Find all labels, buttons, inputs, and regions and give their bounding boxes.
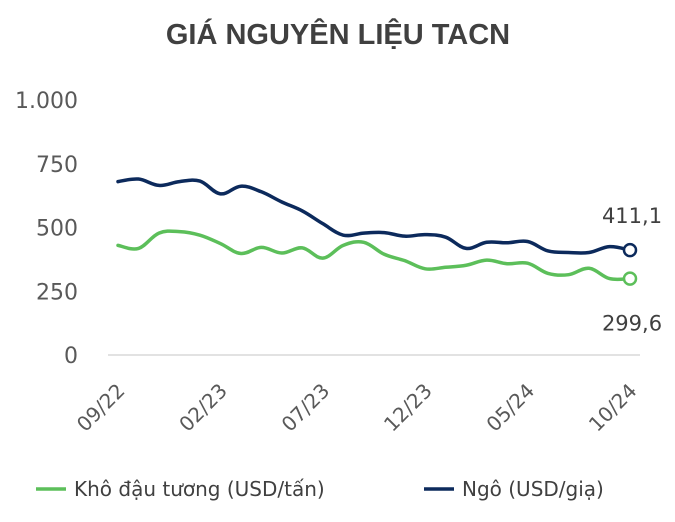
x-tick-label: 05/24 <box>481 379 539 437</box>
series-line-1 <box>116 177 632 255</box>
legend-label: Khô đậu tương (USD/tấn) <box>74 477 325 501</box>
x-tick-label: 02/23 <box>174 379 232 437</box>
chart-title: GIÁ NGUYÊN LIỆU TACN <box>166 17 510 51</box>
y-tick-label: 0 <box>64 344 78 369</box>
y-tick-label: 1.000 <box>15 89 78 114</box>
data-label: 299,6 <box>602 312 662 336</box>
data-label: 411,1 <box>602 204 662 228</box>
x-axis: 09/22 02/23 07/23 12/23 05/24 10/24 <box>72 379 642 437</box>
series-end-marker <box>622 271 638 286</box>
legend-label: Ngô (USD/giạ) <box>462 477 604 501</box>
y-axis: 0 250 500 750 1.000 <box>15 89 78 369</box>
series-line-0 <box>116 229 632 282</box>
series-group: 299,6 411,1 <box>116 177 662 336</box>
x-tick-label: 09/22 <box>72 379 130 437</box>
y-tick-label: 500 <box>36 217 78 242</box>
x-tick-label: 12/23 <box>379 379 437 437</box>
series-end-marker <box>622 242 638 258</box>
x-tick-label: 07/23 <box>277 379 335 437</box>
y-tick-label: 750 <box>36 153 78 178</box>
legend: Khô đậu tương (USD/tấn) Ngô (USD/giạ) <box>36 477 604 501</box>
y-tick-label: 250 <box>36 280 78 305</box>
x-tick-label: 10/24 <box>584 379 642 437</box>
